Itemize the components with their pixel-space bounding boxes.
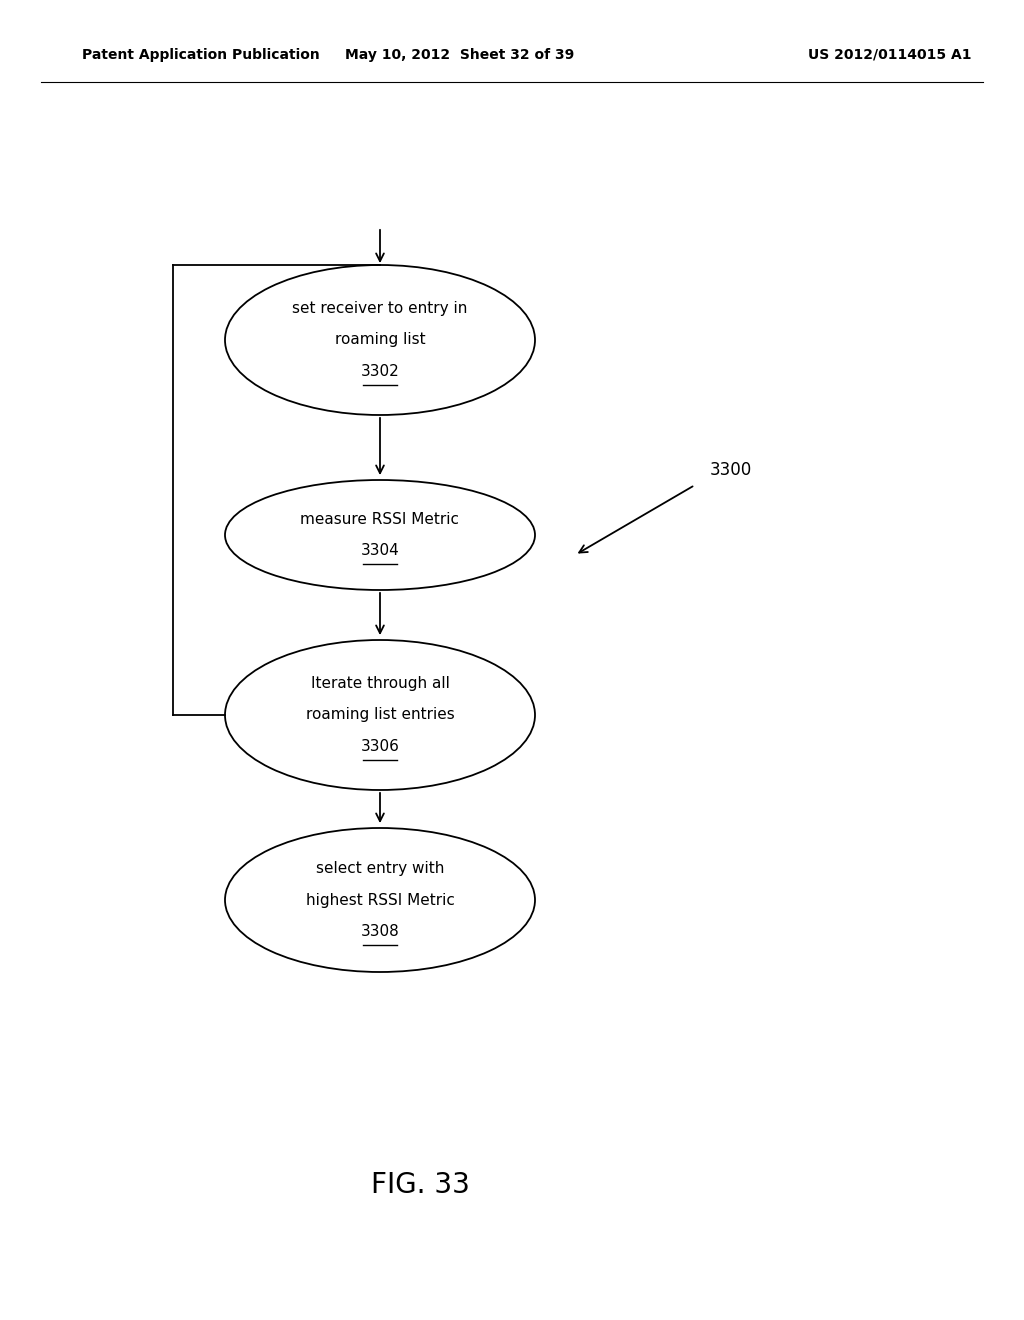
Text: US 2012/0114015 A1: US 2012/0114015 A1	[808, 48, 972, 62]
Text: 3306: 3306	[360, 739, 399, 754]
Text: May 10, 2012  Sheet 32 of 39: May 10, 2012 Sheet 32 of 39	[345, 48, 574, 62]
Text: 3300: 3300	[710, 461, 753, 479]
Text: 3302: 3302	[360, 364, 399, 379]
Text: roaming list: roaming list	[335, 333, 425, 347]
Text: select entry with: select entry with	[315, 861, 444, 876]
Text: 3304: 3304	[360, 544, 399, 558]
Text: Patent Application Publication: Patent Application Publication	[82, 48, 319, 62]
Text: highest RSSI Metric: highest RSSI Metric	[305, 892, 455, 908]
Text: measure RSSI Metric: measure RSSI Metric	[300, 512, 460, 527]
Text: FIG. 33: FIG. 33	[371, 1171, 469, 1199]
Text: 3308: 3308	[360, 924, 399, 939]
Text: roaming list entries: roaming list entries	[305, 708, 455, 722]
Text: Iterate through all: Iterate through all	[310, 676, 450, 690]
Text: set receiver to entry in: set receiver to entry in	[292, 301, 468, 315]
